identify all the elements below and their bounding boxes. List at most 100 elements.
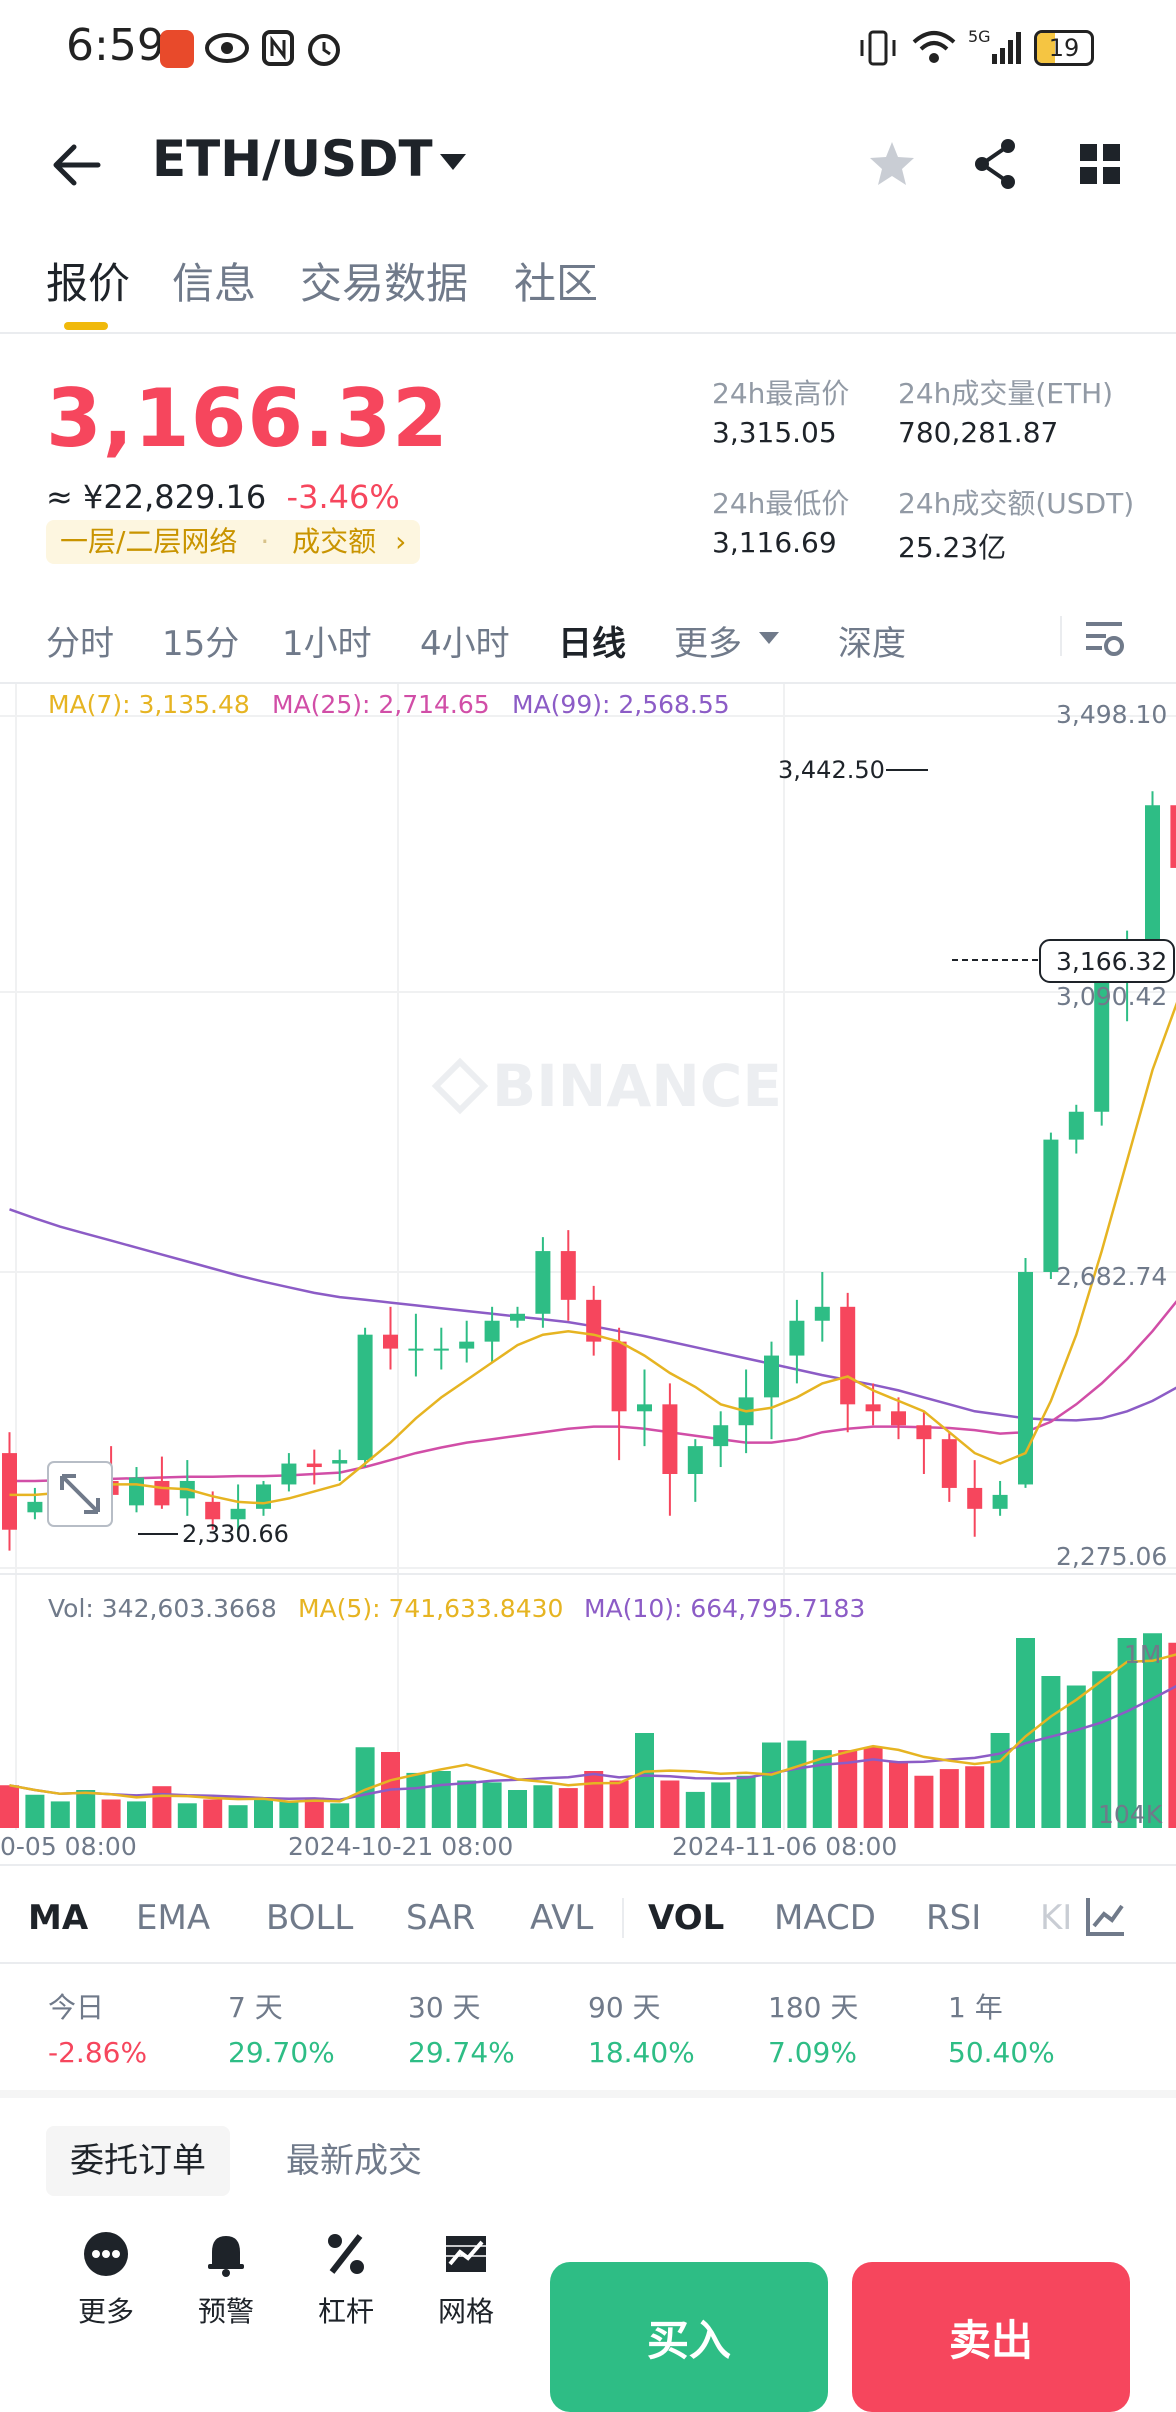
nfc-icon	[260, 28, 296, 68]
volume-bar	[1067, 1686, 1086, 1829]
status-bar: 6:59 5G 19	[0, 0, 1176, 100]
price-axis-tick: 3,498.10	[1056, 700, 1167, 729]
more-dropdown-icon[interactable]	[758, 630, 780, 646]
volume-link: 成交额	[292, 525, 376, 558]
candle-body	[866, 1404, 881, 1411]
perf-value: -2.86%	[48, 2036, 147, 2069]
indicator-vol[interactable]: VOL	[648, 1898, 724, 1938]
perf-value: 50.40%	[948, 2036, 1055, 2069]
volume-bar	[635, 1733, 654, 1828]
perf-label: 7 天	[228, 1986, 283, 2026]
tab-trading-data[interactable]: 交易数据	[300, 250, 468, 311]
indicator-settings-icon[interactable]	[1084, 1894, 1128, 1938]
candle-body	[561, 1251, 576, 1300]
pair-title[interactable]: ETH/USDT	[152, 130, 433, 188]
back-arrow-icon[interactable]	[48, 140, 104, 190]
indicator-ema[interactable]: EMA	[136, 1898, 210, 1938]
bottom-alert[interactable]: 预警	[176, 2230, 276, 2330]
interval-4h[interactable]: 4小时	[420, 616, 510, 665]
section-divider	[0, 2090, 1176, 2098]
volume-bar	[457, 1781, 476, 1829]
ma25-legend: MA(25): 2,714.65	[272, 690, 490, 719]
candle-body	[713, 1425, 728, 1446]
indicator-kdj[interactable]: KI	[1040, 1898, 1072, 1938]
tab-quote[interactable]: 报价	[46, 250, 130, 311]
candle-body	[840, 1307, 855, 1405]
network-separator: ·	[260, 525, 269, 558]
interval-1d[interactable]: 日线	[558, 616, 626, 665]
network-badge[interactable]: 一层/二层网络 · 成交额 ›	[46, 520, 420, 564]
volume-bars	[0, 1633, 1176, 1828]
ma7-line	[10, 969, 1176, 1503]
interval-more[interactable]: 更多	[674, 616, 742, 665]
price-cny: ≈ ¥22,829.16	[46, 478, 266, 516]
divider	[622, 1898, 624, 1938]
volume-bar	[787, 1741, 806, 1828]
svg-text:5G: 5G	[968, 27, 991, 46]
ma7-polyline	[10, 969, 1176, 1503]
interval-depth[interactable]: 深度	[838, 616, 906, 665]
indicator-sar[interactable]: SAR	[406, 1898, 475, 1938]
bottom-more[interactable]: 更多	[56, 2230, 156, 2330]
interval-time[interactable]: 分时	[46, 616, 114, 665]
ma7-legend: MA(7): 3,135.48	[48, 690, 250, 719]
chart-settings-icon[interactable]	[1082, 618, 1126, 658]
candle-body	[332, 1460, 347, 1463]
candlestick-chart[interactable]: BINANCE 3,442.50 2,330.66 3,166.32	[0, 684, 1176, 1834]
perf-label: 1 年	[948, 1986, 1003, 2026]
perf-value: 29.70%	[228, 2036, 335, 2069]
chart-grid	[0, 684, 1176, 1830]
bottom-grid[interactable]: 网格	[416, 2230, 516, 2330]
indicator-ma[interactable]: MA	[28, 1898, 88, 1938]
interval-1h[interactable]: 1小时	[282, 616, 372, 665]
volume-bar	[0, 1785, 19, 1828]
volume-bar	[1168, 1643, 1176, 1828]
vol-ma5-legend: MA(5): 741,633.8430	[298, 1594, 563, 1623]
eye-icon	[204, 28, 250, 68]
time-axis-tick: 2024-10-21 08:00	[288, 1832, 513, 1861]
pair-dropdown-icon[interactable]	[438, 150, 468, 174]
bell-icon	[202, 2230, 250, 2278]
favorite-star-icon[interactable]	[866, 138, 918, 190]
tab-recent-trades[interactable]: 最新成交	[262, 2126, 446, 2196]
volume-bar	[483, 1782, 502, 1828]
volume-bar	[762, 1743, 781, 1829]
volume-bar	[914, 1776, 933, 1828]
candle-body	[27, 1502, 42, 1512]
tab-info[interactable]: 信息	[172, 250, 256, 311]
candle-body	[637, 1404, 652, 1411]
current-price-text: 3,166.32	[1056, 947, 1167, 976]
buy-button[interactable]: 买入	[550, 2262, 828, 2412]
grid-menu-icon[interactable]	[1078, 142, 1122, 186]
volume-bar	[889, 1762, 908, 1829]
status-time: 6:59	[66, 20, 165, 71]
price-approx-row: ≈ ¥22,829.16 -3.46%	[46, 478, 400, 516]
chevron-right-icon: ›	[395, 525, 406, 558]
interval-15m[interactable]: 15分	[162, 616, 239, 665]
candle-body	[459, 1342, 474, 1349]
price-axis-tick: 2,275.06	[1056, 1542, 1167, 1571]
perf-value: 18.40%	[588, 2036, 695, 2069]
tab-open-orders[interactable]: 委托订单	[46, 2126, 230, 2196]
high-value: 3,315.05	[712, 416, 837, 449]
volume-bar	[178, 1803, 197, 1828]
candle-body	[510, 1314, 525, 1321]
perf-value: 29.74%	[408, 2036, 515, 2069]
divider	[0, 1962, 1176, 1964]
watermark-text: BINANCE	[492, 1052, 782, 1120]
indicator-rsi[interactable]: RSI	[926, 1898, 981, 1938]
sell-button[interactable]: 卖出	[852, 2262, 1130, 2412]
candle-body	[815, 1307, 830, 1321]
volume-bar	[940, 1769, 959, 1828]
tab-community[interactable]: 社区	[514, 250, 598, 311]
indicator-boll[interactable]: BOLL	[266, 1898, 353, 1938]
alarm-icon	[304, 28, 344, 68]
bottom-leverage[interactable]: 杠杆	[296, 2230, 396, 2330]
candle-body	[256, 1484, 271, 1508]
battery-level: 19	[1037, 33, 1091, 63]
notification-icon	[160, 30, 194, 68]
time-axis-tick: 2024-11-06 08:00	[672, 1832, 897, 1861]
indicator-macd[interactable]: MACD	[774, 1898, 876, 1938]
indicator-avl[interactable]: AVL	[530, 1898, 593, 1938]
share-icon[interactable]	[970, 136, 1022, 192]
